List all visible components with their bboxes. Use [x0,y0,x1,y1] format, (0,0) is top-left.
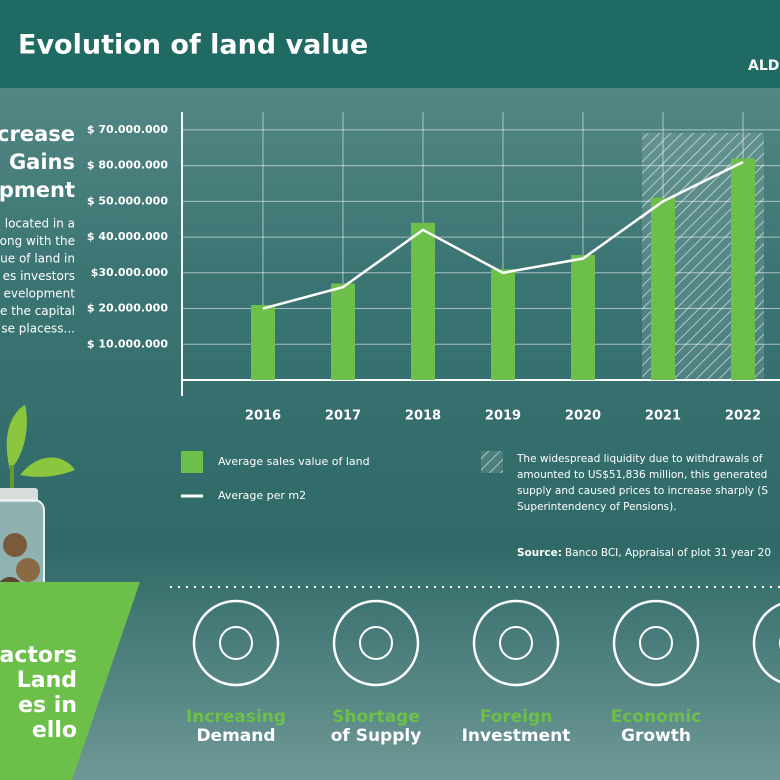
annotation: The widespread liquidity due to withdraw… [516,453,763,465]
icon-ring [612,599,700,687]
y-tick-label: $ 20.000.000 [87,302,168,315]
factor-subtitle: Growth [621,726,691,746]
intro-body: located in a [5,217,75,231]
page-title: Evolution of land value [18,30,368,61]
factor-title: Economic [611,707,702,727]
icon-glyph [359,626,393,660]
annotation: supply and caused prices to increase sha… [517,485,768,497]
factor-title: Increasing [186,707,286,727]
x-tick-label: 2017 [325,409,361,424]
x-tick-label: 2016 [245,409,281,424]
bar [251,304,275,380]
y-tick-label: $ 50.000.000 [87,194,168,207]
factor-subtitle: of Supply [331,726,422,746]
x-tick-label: 2020 [565,409,601,424]
annotation: amounted to US$51,836 million, this gene… [517,469,767,481]
icon-ring [192,599,280,687]
legend-label: Average sales value of land [218,455,370,468]
factors-heading: es in [18,693,77,718]
factor-icon [332,599,420,687]
x-tick-label: 2022 [725,409,761,424]
factor-subtitle: Demand [196,726,275,746]
icon-ring [752,602,780,684]
icon-glyph [499,626,533,660]
x-tick-label: 2018 [405,409,441,424]
factor-icon [472,599,560,687]
factor-subtitle: Investment [462,726,571,746]
bar [571,254,595,380]
bar [491,269,515,380]
bar [331,283,355,380]
legend-swatch [181,451,203,473]
intro-body: se placess... [1,322,75,336]
intro-heading: crease [0,122,75,146]
y-tick-label: $30.000.000 [91,266,169,279]
brand: ALD [748,58,779,74]
intro-body: es investors [3,269,75,283]
factors-heading: Land [17,668,77,693]
intro-body: ong with the [0,234,75,248]
y-tick-label: $ 80.000.000 [87,159,168,172]
factor-icon [752,602,780,684]
bar [651,197,675,380]
intro-body: e the capital [0,304,75,318]
annotation-swatch [481,451,503,473]
source-label: Source: [517,547,562,559]
factor-title: Foreign [480,707,553,727]
legend-label: Average per m2 [218,489,306,502]
factor-icon [612,599,700,687]
bar [411,222,435,380]
line [262,160,744,310]
intro-body: evelopment [3,287,75,301]
source-text: Banco BCI, Appraisal of plot 31 year 20 [565,547,771,559]
y-tick-label: $ 70.000.000 [87,123,168,136]
intro-body: ue of land in [0,252,75,266]
icon-ring [332,599,420,687]
x-tick-label: 2019 [485,409,521,424]
factor-title: Shortage [332,707,420,727]
factor-icon [192,599,280,687]
header-bar [0,0,780,88]
icon-ring [472,599,560,687]
x-tick-label: 2021 [645,409,681,424]
intro-heading: Gains [9,150,75,174]
bar [731,158,755,380]
y-tick-label: $ 10.000.000 [87,337,168,350]
annotation: Superintendency of Pensions). [517,501,677,513]
factors-heading: ello [32,718,77,743]
factors-heading: actors [0,643,77,668]
icon-glyph [219,626,253,660]
y-tick-label: $ 40.000.000 [87,230,168,243]
factors-panel [0,582,140,780]
intro-heading: pment [0,178,75,202]
icon-glyph [639,626,673,660]
